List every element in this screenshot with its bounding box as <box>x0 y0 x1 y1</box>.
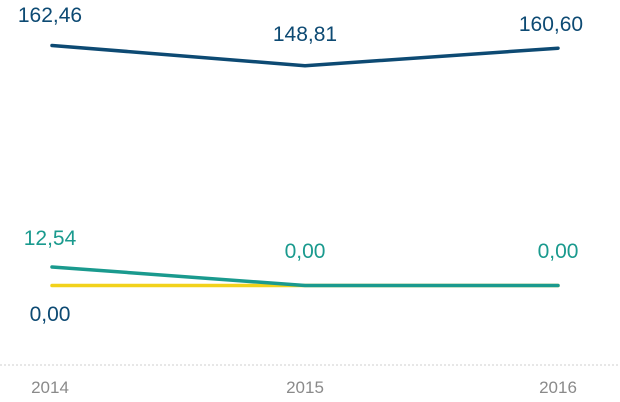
data-label-series-2-0: 0,00 <box>30 303 71 326</box>
data-label-series-0-2: 160,60 <box>519 13 583 36</box>
x-tick-label-2015: 2015 <box>286 378 324 397</box>
data-label-series-0-1: 148,81 <box>273 23 337 46</box>
x-tick-label-2014: 2014 <box>31 378 69 397</box>
x-axis-ticks: 2014 2015 2016 <box>31 378 577 397</box>
data-label-series-1-2: 0,00 <box>538 240 579 263</box>
x-tick-label-2016: 2016 <box>539 378 577 397</box>
series-lines <box>50 43 560 288</box>
data-label-series-0-0: 162,46 <box>18 4 82 27</box>
data-label-series-1-1: 0,00 <box>285 240 326 263</box>
data-labels: 162,46 148,81 160,60 12,54 0,00 0,00 0,00 <box>18 4 583 326</box>
series-1-line <box>50 265 560 288</box>
series-0-line <box>50 43 560 68</box>
data-label-series-1-0: 12,54 <box>24 227 77 250</box>
